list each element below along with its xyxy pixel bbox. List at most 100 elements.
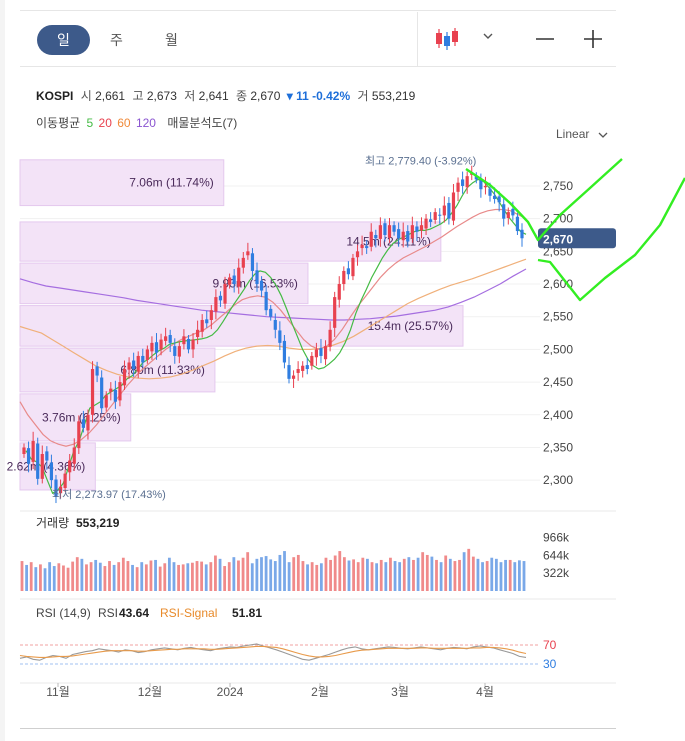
- volume-title-value: 553,219: [76, 516, 120, 530]
- candle-body: [218, 295, 223, 301]
- candle-body: [483, 185, 488, 188]
- time-tick-label: 3월: [391, 685, 409, 699]
- open-value: 2,661: [95, 89, 126, 103]
- candle-body: [86, 414, 90, 431]
- candle-body: [26, 448, 31, 464]
- rsi-value: 43.64: [119, 606, 149, 620]
- candle-body: [406, 231, 410, 242]
- candle-body: [136, 355, 140, 372]
- volume-bar: [329, 559, 332, 591]
- volume-bar: [43, 568, 47, 591]
- minus-icon[interactable]: [534, 28, 556, 50]
- volume-profile-bar: [19, 393, 132, 442]
- tab-monthly[interactable]: 월: [165, 32, 178, 48]
- volume-bar: [283, 551, 286, 591]
- candle-body: [397, 229, 401, 239]
- candle-body: [447, 202, 451, 219]
- low-value: 2,641: [198, 89, 229, 103]
- candle-body: [132, 360, 136, 370]
- volume-pane: 거래량 553,219 966k 644k 322k: [20, 510, 616, 591]
- candle-body: [72, 447, 76, 464]
- plus-icon[interactable]: [582, 28, 604, 50]
- price-tick-label: 2,550: [543, 310, 573, 324]
- volume-bar: [499, 562, 503, 591]
- candle-body: [269, 308, 273, 317]
- volume-bar: [94, 559, 98, 591]
- candle-body: [150, 342, 154, 352]
- price-tick-label: 2,750: [543, 179, 573, 193]
- candle-body: [278, 330, 282, 343]
- high-low-markers: 최고 2,779.40 (-3.92%) 최저 2,273.97 (17.43%): [52, 155, 476, 501]
- candlestick-icon[interactable]: [434, 26, 464, 52]
- volume-bar: [29, 562, 33, 591]
- ma-legend[interactable]: 이동평균 5 20 60 120 매물분석도(7): [36, 114, 237, 131]
- volume-tick-label: 644k: [543, 548, 570, 562]
- volume-bar: [71, 561, 75, 591]
- candle-body: [154, 342, 159, 353]
- volume-profile-label: 7.06m (11.74%): [129, 176, 214, 190]
- candle-body: [250, 253, 255, 271]
- volume-bar: [112, 564, 116, 591]
- candle-body: [310, 355, 314, 366]
- volume-bar: [375, 563, 379, 591]
- volume-bar: [430, 556, 434, 591]
- volume-tick-label: 322k: [543, 566, 570, 580]
- candle-body: [63, 473, 67, 489]
- volume-bar: [389, 557, 392, 591]
- volume-bar: [186, 563, 190, 591]
- volume-bar: [333, 555, 337, 591]
- candle-body: [429, 219, 433, 222]
- chevron-down-icon[interactable]: [482, 31, 494, 41]
- candle-body: [58, 486, 63, 494]
- volume-bar: [435, 559, 438, 591]
- ma5-line: [25, 178, 527, 495]
- candle-body: [68, 460, 72, 473]
- volume-bar: [324, 557, 328, 591]
- volume-bar: [476, 558, 480, 591]
- time-tick-label: 12월: [138, 685, 162, 699]
- volume-tick-label: 966k: [543, 530, 570, 544]
- volume-title-label: 거래량: [36, 516, 69, 530]
- symbol: KOSPI: [36, 89, 74, 103]
- volume-bar: [356, 562, 360, 591]
- trend-annotation-stroke: [465, 158, 623, 242]
- candle-body: [323, 346, 328, 360]
- candle-body: [438, 214, 442, 216]
- tab-daily[interactable]: 일: [37, 25, 90, 55]
- candle-body: [95, 366, 99, 376]
- candle-body: [141, 355, 145, 363]
- volume-bar: [177, 564, 180, 591]
- current-price-badge: [538, 228, 616, 249]
- left-edge: [0, 0, 5, 741]
- candle-body: [415, 226, 419, 232]
- candle-body: [214, 297, 218, 312]
- candle-body: [328, 329, 332, 347]
- volume-profile-bar: [19, 305, 464, 347]
- volume-bar: [425, 554, 429, 591]
- volume-bar: [25, 564, 29, 591]
- candle-body: [100, 377, 104, 409]
- volume-bar: [379, 559, 383, 591]
- candle-body: [333, 297, 337, 328]
- candle-body: [465, 176, 469, 188]
- low-label: 저: [184, 89, 196, 103]
- candle-body: [479, 180, 483, 190]
- candle-body: [506, 212, 510, 218]
- tab-weekly[interactable]: 주: [110, 32, 123, 48]
- candle-body: [287, 365, 291, 379]
- bottom-divider: [20, 728, 616, 729]
- volume-bar: [407, 557, 411, 591]
- scale-mode-dropdown[interactable]: Linear: [556, 127, 609, 141]
- projection-annotation-stroke: [537, 177, 685, 302]
- candle-body: [305, 365, 309, 370]
- volume-bar: [361, 557, 365, 591]
- volume-profile-label: 매물분석도(7): [167, 116, 238, 130]
- ma120-line: [19, 268, 527, 321]
- volume-label: 거: [357, 89, 369, 103]
- candle-body: [164, 336, 168, 341]
- candle-body: [419, 225, 424, 231]
- ma-legend-label: 이동평균: [36, 116, 81, 130]
- volume-value: 553,219: [371, 89, 416, 103]
- volume-bar: [490, 557, 494, 591]
